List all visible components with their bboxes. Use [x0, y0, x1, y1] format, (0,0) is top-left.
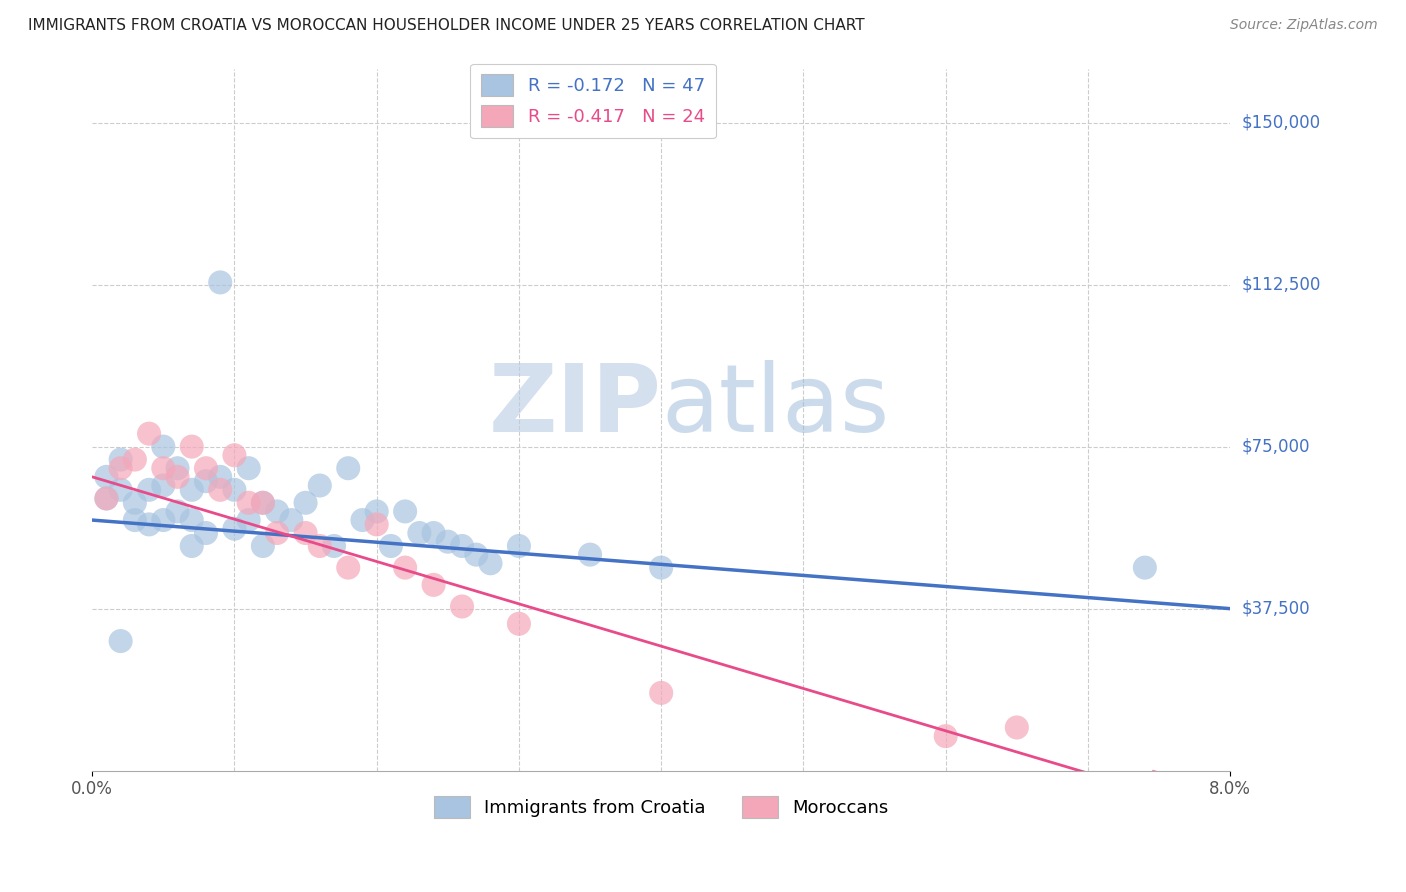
Point [437, 534, 460, 549]
Point [337, 461, 360, 475]
Text: $150,000: $150,000 [1241, 113, 1320, 131]
Text: $75,000: $75,000 [1241, 438, 1310, 456]
Point [579, 548, 602, 562]
Point [224, 448, 246, 462]
Point [337, 560, 360, 574]
Point [138, 426, 160, 441]
Point [138, 517, 160, 532]
Point [209, 276, 232, 290]
Point [650, 560, 672, 574]
Point [180, 539, 202, 553]
Text: $112,500: $112,500 [1241, 276, 1320, 293]
Text: Source: ZipAtlas.com: Source: ZipAtlas.com [1230, 18, 1378, 32]
Point [195, 461, 218, 475]
Point [195, 526, 218, 541]
Point [180, 440, 202, 454]
Point [366, 517, 388, 532]
Point [294, 496, 316, 510]
Point [124, 496, 146, 510]
Point [152, 461, 174, 475]
Point [280, 513, 302, 527]
Text: atlas: atlas [661, 359, 890, 451]
Point [209, 483, 232, 497]
Point [166, 504, 188, 518]
Point [110, 483, 132, 497]
Point [238, 513, 260, 527]
Point [152, 440, 174, 454]
Point [110, 634, 132, 648]
Point [394, 504, 416, 518]
Point [138, 483, 160, 497]
Text: IMMIGRANTS FROM CROATIA VS MOROCCAN HOUSEHOLDER INCOME UNDER 25 YEARS CORRELATIO: IMMIGRANTS FROM CROATIA VS MOROCCAN HOUS… [28, 18, 865, 33]
Point [308, 539, 330, 553]
Point [209, 470, 232, 484]
Point [508, 539, 530, 553]
Point [252, 496, 274, 510]
Point [152, 513, 174, 527]
Point [422, 578, 444, 592]
Point [96, 491, 118, 506]
Point [465, 548, 488, 562]
Point [323, 539, 346, 553]
Point [422, 526, 444, 541]
Point [252, 496, 274, 510]
Point [152, 478, 174, 492]
Point [451, 599, 474, 614]
Point [195, 474, 218, 488]
Point [180, 483, 202, 497]
Point [124, 513, 146, 527]
Point [935, 729, 957, 743]
Text: $37,500: $37,500 [1241, 599, 1310, 617]
Point [96, 491, 118, 506]
Point [110, 452, 132, 467]
Legend: Immigrants from Croatia, Moroccans: Immigrants from Croatia, Moroccans [426, 789, 896, 825]
Point [166, 461, 188, 475]
Point [408, 526, 430, 541]
Point [96, 470, 118, 484]
Point [166, 470, 188, 484]
Point [252, 539, 274, 553]
Point [294, 526, 316, 541]
Point [266, 504, 288, 518]
Point [266, 526, 288, 541]
Point [451, 539, 474, 553]
Point [110, 461, 132, 475]
Point [224, 483, 246, 497]
Point [224, 522, 246, 536]
Point [238, 461, 260, 475]
Point [508, 616, 530, 631]
Point [238, 496, 260, 510]
Point [1005, 721, 1028, 735]
Point [650, 686, 672, 700]
Point [380, 539, 402, 553]
Point [180, 513, 202, 527]
Point [1133, 560, 1156, 574]
Point [394, 560, 416, 574]
Point [308, 478, 330, 492]
Text: ZIP: ZIP [488, 359, 661, 451]
Point [124, 452, 146, 467]
Point [479, 556, 502, 570]
Point [352, 513, 374, 527]
Point [366, 504, 388, 518]
